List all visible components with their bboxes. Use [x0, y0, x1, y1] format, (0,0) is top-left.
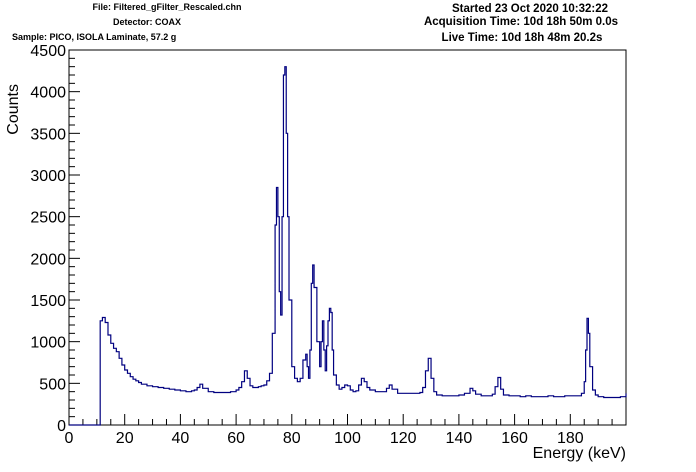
- y-tick-label: 2500: [30, 210, 66, 227]
- x-tick-label: 120: [390, 430, 417, 447]
- detector-label: Detector: COAX: [113, 17, 181, 27]
- axis-ticks: [68, 49, 613, 426]
- live-time-label: Live Time: 10d 18h 48m 20.2s: [442, 32, 603, 44]
- x-tick-label: 80: [283, 430, 301, 447]
- x-tick-label: 160: [501, 430, 528, 447]
- x-tick-label: 0: [65, 430, 74, 447]
- x-tick-label: 60: [227, 430, 245, 447]
- y-tick-labels: 0 500 1000 1500 2000 2500 3000 3500 4000 4500: [30, 43, 66, 435]
- y-tick-label: 500: [39, 376, 66, 393]
- y-tick-label: 2000: [30, 251, 66, 268]
- x-tick-label: 100: [334, 430, 361, 447]
- plot-frame: [68, 49, 627, 426]
- x-tick-label: 20: [116, 430, 134, 447]
- spectrum-series-line: [69, 66, 627, 426]
- y-tick-label: 3000: [30, 168, 66, 185]
- y-tick-label: 4000: [30, 85, 66, 102]
- x-tick-label: 180: [557, 430, 584, 447]
- file-label: File: Filtered_gFilter_Rescaled.chn: [92, 2, 241, 12]
- sample-label: Sample: PICO, ISOLA Laminate, 57.2 g: [12, 32, 176, 42]
- x-tick-labels: 0 20 40 60 80 100 120 140 160 180: [65, 430, 584, 447]
- started-label: Started 23 Oct 2020 10:32:22: [452, 3, 608, 15]
- y-tick-label: 4500: [30, 43, 66, 60]
- x-tick-label: 40: [172, 430, 190, 447]
- y-tick-label: 0: [57, 418, 66, 435]
- y-tick-label: 3500: [30, 126, 66, 143]
- acquisition-time-label: Acquisition Time: 10d 18h 50m 0.0s: [424, 16, 618, 28]
- y-tick-label: 1000: [30, 335, 66, 352]
- y-tick-label: 1500: [30, 293, 66, 310]
- y-axis-title: Counts: [5, 84, 22, 135]
- x-axis-title: Energy (keV): [533, 445, 626, 462]
- x-tick-label: 140: [446, 430, 473, 447]
